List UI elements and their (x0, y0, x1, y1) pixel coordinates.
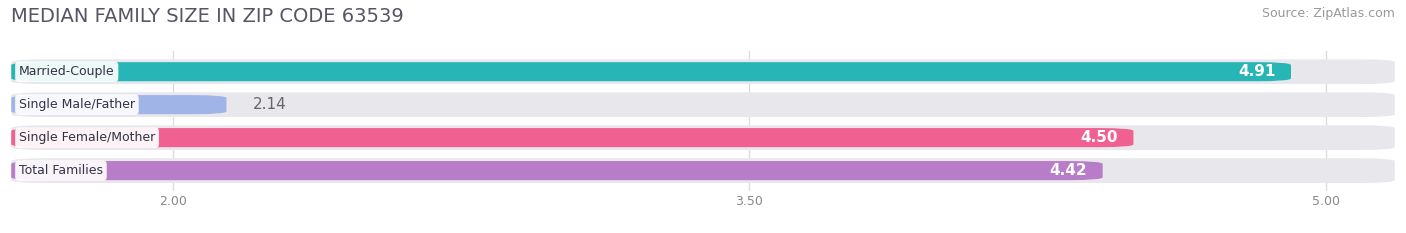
FancyBboxPatch shape (11, 158, 1395, 183)
Text: Single Male/Father: Single Male/Father (18, 98, 135, 111)
FancyBboxPatch shape (11, 128, 1133, 147)
FancyBboxPatch shape (11, 59, 1395, 84)
Text: 2.14: 2.14 (253, 97, 287, 112)
Text: MEDIAN FAMILY SIZE IN ZIP CODE 63539: MEDIAN FAMILY SIZE IN ZIP CODE 63539 (11, 7, 404, 26)
FancyBboxPatch shape (11, 95, 226, 114)
Text: Total Families: Total Families (18, 164, 103, 177)
Text: 4.50: 4.50 (1081, 130, 1118, 145)
FancyBboxPatch shape (11, 62, 1291, 81)
FancyBboxPatch shape (11, 92, 1395, 117)
Text: Married-Couple: Married-Couple (18, 65, 114, 78)
Text: Source: ZipAtlas.com: Source: ZipAtlas.com (1261, 7, 1395, 20)
FancyBboxPatch shape (11, 125, 1395, 150)
Text: Single Female/Mother: Single Female/Mother (18, 131, 155, 144)
Text: 4.42: 4.42 (1050, 163, 1087, 178)
Text: 4.91: 4.91 (1239, 64, 1275, 79)
FancyBboxPatch shape (11, 161, 1102, 180)
